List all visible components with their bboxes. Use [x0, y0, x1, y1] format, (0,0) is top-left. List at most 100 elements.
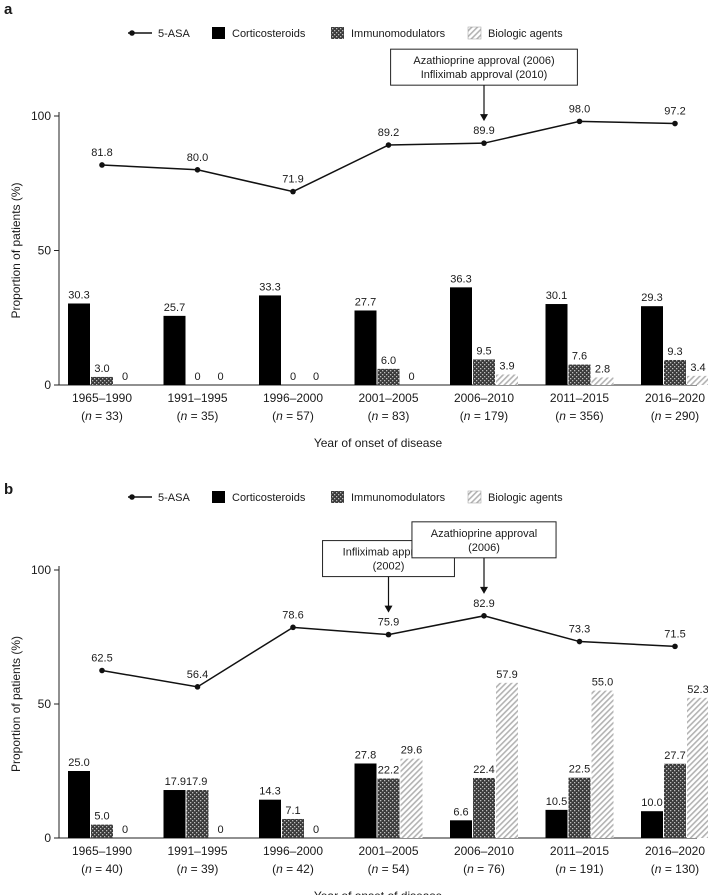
- bar: [377, 368, 400, 385]
- x-tick-n-label: (n = 35): [177, 409, 219, 423]
- bar-data-label: 5.0: [94, 811, 109, 823]
- x-tick-label: 1965–1990: [72, 844, 132, 858]
- bar-data-label: 9.3: [667, 346, 682, 358]
- x-tick-label: 1965–1990: [72, 391, 132, 405]
- x-tick-label: 2016–2020: [645, 844, 705, 858]
- line-point: [481, 140, 487, 146]
- bar-data-label: 0: [122, 371, 128, 383]
- x-tick-n-label: (n = 57): [272, 409, 314, 423]
- annotation-text: Azathioprine approval (2006): [413, 55, 554, 67]
- bar: [568, 364, 591, 385]
- x-tick-label: 2016–2020: [645, 391, 705, 405]
- x-tick-n-label: (n = 54): [368, 862, 410, 876]
- bar-data-label: 2.8: [595, 363, 610, 375]
- x-tick-n-label: (n = 83): [368, 409, 410, 423]
- y-tick-label: 100: [31, 109, 51, 123]
- bar-series-biologic-agents: 0 0 0 29.6 57.9 55.0 52.3: [122, 669, 708, 838]
- bar-series-corticosteroids: 30.3 33.3 27.7 36.3 30.1 29.3: [68, 273, 663, 385]
- legend-item-corticosteroids: Corticosteroids: [212, 27, 306, 40]
- annotation-text: (2002): [373, 561, 405, 573]
- annotation-box: [411, 521, 557, 559]
- y-axis-label: Proportion of patients (%): [9, 636, 23, 772]
- line-data-label: 81.8: [91, 147, 112, 159]
- legend-label: 5-ASA: [158, 492, 190, 504]
- line-point: [290, 188, 296, 195]
- chart-panel-b: b 5-ASA Corticosteroids Immunomodulators Bio…: [4, 481, 708, 895]
- bar-data-label: 30.3: [68, 289, 89, 301]
- legend-item-biologic-agents: Biologic agents: [467, 490, 563, 504]
- x-tick-n-label: (n = 39): [177, 862, 219, 876]
- bar: [591, 690, 614, 838]
- bar-data-label: 0: [217, 371, 223, 383]
- bar-data-label: 3.0: [94, 363, 109, 375]
- legend-item-corticosteroids: Corticosteroids: [212, 491, 306, 504]
- bar: [450, 287, 472, 385]
- line-data-label: 62.5: [91, 653, 112, 665]
- bar-data-label: 17.917.9: [165, 776, 208, 788]
- annotation-arrowhead: [384, 605, 393, 613]
- bar: [473, 359, 495, 385]
- bar-data-label: 30.1: [546, 290, 567, 302]
- legend-item-5-asa: 5-ASA: [128, 492, 190, 504]
- line-data-label: 98.0: [569, 103, 590, 115]
- bar-data-label: 3.4: [690, 362, 705, 374]
- line-point: [99, 667, 105, 674]
- bar: [545, 304, 568, 385]
- bar-data-label: 27.7: [355, 296, 376, 308]
- legend-item-5-asa: 5-ASA: [128, 28, 190, 40]
- x-tick-label: 1991–1995: [167, 391, 227, 405]
- annotation: Azathioprine approval (2006) Infliximab a…: [390, 48, 578, 122]
- x-tick-label: 2011–2015: [550, 844, 610, 858]
- legend-label: Biologic agents: [488, 28, 563, 40]
- legend-item-immunomodulators: Immunomodulators: [331, 491, 446, 504]
- bar: [641, 306, 663, 385]
- bar-data-label: 6.6: [453, 806, 468, 818]
- bar-data-label: 0: [313, 371, 319, 383]
- bar-data-label: 7.1: [285, 805, 300, 817]
- bar-data-label: 10.0: [641, 797, 662, 809]
- y-tick-label: 50: [38, 244, 52, 258]
- y-tick-label: 50: [38, 697, 52, 711]
- bar-data-label: 52.3: [687, 684, 708, 696]
- annotation: Azathioprine approval (2006): [411, 521, 557, 594]
- legend-swatch: [467, 26, 482, 40]
- line-data-label: 71.9: [282, 174, 303, 186]
- bar: [259, 799, 281, 838]
- line-data-label: 78.6: [282, 609, 303, 621]
- bar-data-label: 0: [290, 371, 296, 383]
- line-point: [672, 643, 678, 650]
- bar: [450, 820, 472, 838]
- bar: [641, 811, 663, 838]
- legend-swatch: [331, 27, 344, 39]
- line-point: [481, 613, 487, 619]
- x-tick-n-label: (n = 76): [463, 862, 505, 876]
- line-point: [672, 120, 678, 127]
- bar-data-label: 25.0: [68, 757, 89, 769]
- y-axis-label: Proportion of patients (%): [9, 182, 23, 318]
- annotation-text: Azathioprine approval: [431, 528, 537, 540]
- legend: 5-ASA Corticosteroids Immunomodulators Biol…: [128, 26, 563, 40]
- x-tick-n-label: (n = 191): [555, 862, 603, 876]
- legend-label: Immunomodulators: [351, 492, 446, 504]
- legend-label: 5-ASA: [158, 28, 190, 40]
- legend-swatch: [331, 491, 344, 503]
- bar-series-immunomodulators: 5.0 7.1 22.2 22.4 22.5 27.7: [91, 750, 686, 838]
- bar: [591, 377, 614, 385]
- bar-data-label: 22.2: [378, 765, 399, 777]
- bar: [354, 310, 377, 385]
- bar-data-label: 36.3: [450, 273, 471, 285]
- bar-series-immunomodulators: 3.0 0 0 6.0 9.5 7.6 9.3: [91, 345, 686, 385]
- bar: [568, 777, 591, 838]
- bar-data-label: 55.0: [592, 677, 613, 689]
- annotation-text: (2006): [468, 542, 500, 554]
- annotation-text: Infliximab approval (2010): [421, 69, 548, 81]
- bar: [91, 824, 113, 838]
- line-point: [194, 684, 201, 690]
- x-axis-label: Year of onset of disease: [314, 889, 443, 895]
- line-data-label: 75.9: [378, 617, 399, 629]
- bar: [496, 374, 518, 385]
- x-tick-label: 2011–2015: [550, 391, 610, 405]
- line-point: [290, 624, 296, 631]
- line-point: [385, 142, 392, 148]
- line-data-label: 82.9: [473, 598, 494, 610]
